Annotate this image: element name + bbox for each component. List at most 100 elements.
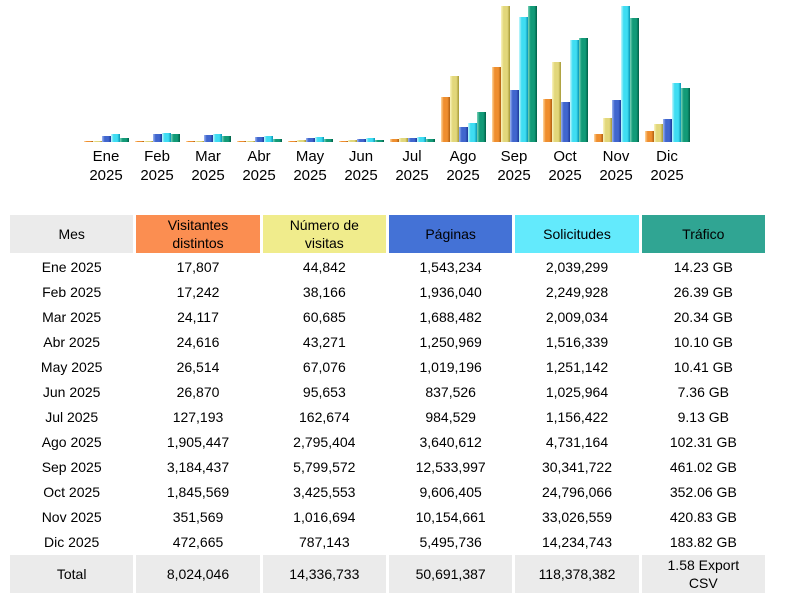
column-header-trafico: Tráfico	[641, 215, 765, 253]
bar-visitantes-distintos-nov-2025	[593, 133, 603, 142]
bar-trafico-nov-2025	[629, 17, 639, 142]
bar-solicitudes-nov-2025	[620, 6, 630, 142]
month-name: Mar	[195, 148, 221, 165]
row-month-label: Feb 2025	[42, 283, 102, 300]
bar-numero-de-visitas-dic-2025	[653, 123, 663, 142]
row-month-label: Jul 2025	[45, 408, 99, 425]
row-month-label: May 2025	[40, 358, 103, 375]
bar-trafico-sep-2025	[527, 6, 537, 142]
cell-trafico: 102.31 GB	[669, 433, 737, 450]
month-name: Oct	[553, 148, 577, 165]
cell-solicitudes: 2,249,928	[545, 283, 609, 300]
table-row: Abr 2025 24,616 43,271 1,250,969 1,516,339 10…	[10, 330, 765, 353]
bar-numero-de-visitas-jul-2025	[398, 138, 408, 142]
bar-trafico-ago-2025	[476, 111, 486, 142]
column-header-numero-de-visitas: Número de visitas	[262, 215, 386, 253]
bar-paginas-nov-2025	[611, 100, 621, 142]
cell-paginas: 5,495,736	[419, 533, 482, 550]
bar-solicitudes-mar-2025	[212, 133, 222, 142]
cell-numero-de-visitas: 787,143	[299, 533, 350, 550]
row-month-label: Ene 2025	[41, 258, 102, 275]
month-label-may-2025: May 2025	[285, 147, 336, 185]
total-visitantes-distintos: 8,024,046	[136, 555, 260, 593]
cell-solicitudes: 14,234,743	[541, 533, 613, 550]
bar-numero-de-visitas-sep-2025	[500, 6, 510, 142]
bar-paginas-may-2025	[305, 137, 315, 142]
month-label-mar-2025: Mar 2025	[183, 147, 234, 185]
month-year: 2025	[395, 167, 429, 184]
bar-visitantes-distintos-ago-2025	[440, 97, 450, 142]
cell-paginas: 837,526	[425, 383, 476, 400]
cell-trafico: 9.13 GB	[677, 408, 729, 425]
table-row: Nov 2025 351,569 1,016,694 10,154,661 33,026…	[10, 505, 765, 528]
total-paginas: 50,691,387	[388, 555, 513, 593]
table-row: Jul 2025 127,193 162,674 984,529 1,156,422 9.…	[10, 405, 765, 428]
bar-paginas-sep-2025	[509, 90, 519, 142]
cell-trafico: 183.82 GB	[669, 533, 737, 550]
bar-paginas-feb-2025	[152, 134, 162, 142]
bar-trafico-oct-2025	[578, 38, 588, 142]
cell-trafico: 10.10 GB	[673, 333, 733, 350]
bar-numero-de-visitas-mar-2025	[194, 140, 204, 142]
bar-solicitudes-oct-2025	[569, 39, 579, 142]
cell-numero-de-visitas: 5,799,572	[293, 458, 356, 475]
month-year: 2025	[89, 167, 123, 184]
table-row: Sep 2025 3,184,437 5,799,572 12,533,997 30,3…	[10, 455, 765, 478]
cell-trafico: 14.23 GB	[673, 258, 733, 275]
cell-visitantes-distintos: 24,616	[176, 333, 220, 350]
month-label-sep-2025: Sep 2025	[489, 147, 540, 185]
row-month-label: Abr 2025	[43, 333, 101, 350]
bar-numero-de-visitas-jun-2025	[347, 139, 357, 142]
cell-visitantes-distintos: 26,514	[176, 358, 220, 375]
cell-paginas: 9,606,405	[419, 483, 482, 500]
row-month-label: Mar 2025	[42, 308, 102, 325]
month-label-feb-2025: Feb 2025	[132, 147, 183, 185]
bar-visitantes-distintos-oct-2025	[542, 98, 552, 142]
bar-numero-de-visitas-may-2025	[296, 140, 306, 142]
bar-solicitudes-ene-2025	[110, 133, 120, 142]
month-name: Dic	[656, 148, 678, 165]
cell-trafico: 10.41 GB	[673, 358, 733, 375]
column-header-paginas: Páginas	[388, 215, 513, 253]
bar-visitantes-distintos-ene-2025	[83, 140, 93, 142]
bar-trafico-abr-2025	[272, 139, 282, 142]
bar-solicitudes-sep-2025	[518, 17, 528, 142]
month-name: Sep	[500, 148, 528, 165]
cell-trafico: 26.39 GB	[673, 283, 733, 300]
month-year: 2025	[599, 167, 633, 184]
row-month-label: Oct 2025	[43, 483, 101, 500]
bar-trafico-mar-2025	[221, 136, 231, 142]
month-year: 2025	[293, 167, 327, 184]
cell-visitantes-distintos: 472,665	[172, 533, 224, 550]
bar-visitantes-distintos-jun-2025	[338, 140, 348, 142]
bar-paginas-jul-2025	[407, 137, 417, 142]
cell-solicitudes: 1,516,339	[545, 333, 609, 350]
month-label-jun-2025: Jun 2025	[336, 147, 387, 185]
table-row: May 2025 26,514 67,076 1,019,196 1,251,142 10…	[10, 355, 765, 378]
cell-numero-de-visitas: 1,016,694	[293, 508, 356, 525]
bar-numero-de-visitas-abr-2025	[245, 140, 255, 142]
month-year: 2025	[497, 167, 531, 184]
table-row: Jun 2025 26,870 95,653 837,526 1,025,964 7.36…	[10, 380, 765, 403]
cell-visitantes-distintos: 17,242	[176, 283, 220, 300]
table-row: Oct 2025 1,845,569 3,425,553 9,606,405 24,79…	[10, 480, 765, 503]
cell-numero-de-visitas: 95,653	[302, 383, 346, 400]
cell-trafico: 7.36 GB	[677, 383, 729, 400]
month-name: Nov	[602, 148, 630, 165]
column-header-mes: Mes	[10, 215, 134, 253]
cell-visitantes-distintos: 1,905,447	[166, 433, 230, 450]
cell-solicitudes: 1,251,142	[545, 358, 609, 375]
cell-paginas: 1,543,234	[419, 258, 482, 275]
bar-paginas-oct-2025	[560, 102, 570, 142]
bar-visitantes-distintos-dic-2025	[644, 130, 654, 142]
cell-solicitudes: 24,796,066	[541, 483, 613, 500]
monthly-history-chart	[0, 6, 792, 142]
bar-visitantes-distintos-abr-2025	[236, 140, 246, 142]
cell-trafico: 352.06 GB	[669, 483, 737, 500]
bar-paginas-abr-2025	[254, 136, 264, 142]
bar-trafico-jul-2025	[425, 139, 435, 142]
cell-numero-de-visitas: 3,425,553	[293, 483, 356, 500]
total-trafico: 1.58 Export CSV	[641, 555, 765, 593]
bar-visitantes-distintos-jul-2025	[389, 139, 399, 142]
